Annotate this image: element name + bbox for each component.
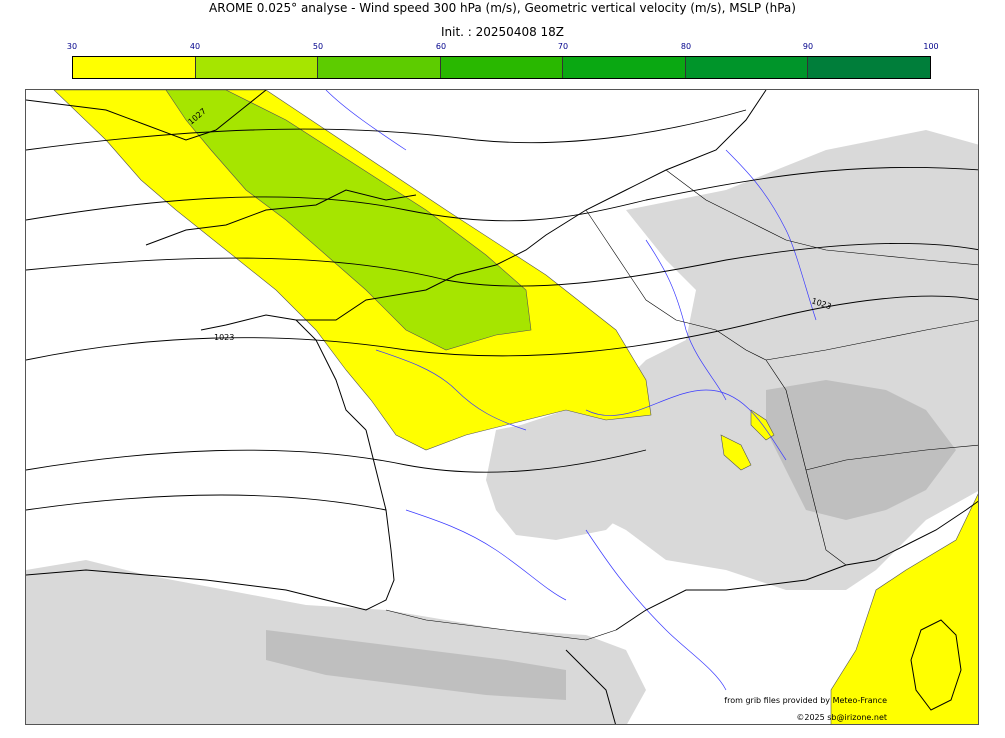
jet-streak-30-40-alps-2 <box>720 434 752 471</box>
vv-area-dark-pyrenees <box>266 630 566 700</box>
coast-uk <box>26 90 267 141</box>
river-line <box>405 509 567 601</box>
colorbar-tick: 70 <box>557 42 569 51</box>
border-line <box>665 169 978 266</box>
isobar-line <box>26 295 978 361</box>
border-line <box>805 444 978 471</box>
colorbar-tick: 50 <box>312 42 324 51</box>
init-time: Init. : 20250408 18Z <box>440 25 565 39</box>
colorbar-tick: 90 <box>802 42 814 51</box>
colorbar-segment <box>563 57 686 78</box>
colorbar-segment <box>73 57 196 78</box>
colorbar-tick: 40 <box>189 42 201 51</box>
isobar-line <box>26 166 978 222</box>
borders <box>385 169 978 641</box>
colorbar-segment <box>440 57 564 78</box>
colorbar <box>72 56 931 79</box>
vertical-velocity-field <box>26 130 978 724</box>
coast-uk-south <box>145 189 417 246</box>
isobar-line <box>26 242 978 287</box>
jet-streak-30-40-south <box>830 493 978 724</box>
coast-brittany <box>200 314 367 431</box>
isobar-line <box>26 109 747 151</box>
vv-area-dark-alps <box>766 380 956 520</box>
coast-channel-france <box>296 90 767 321</box>
border-line <box>585 209 767 361</box>
river-line <box>645 239 727 401</box>
colorbar-tick: 100 <box>923 42 939 51</box>
isobar-line <box>26 494 387 511</box>
river-line <box>375 349 527 431</box>
map-svg: 1027 1023 1023 <box>26 90 978 724</box>
rivers <box>325 90 817 691</box>
map-panel: 1027 1023 1023 <box>25 89 979 725</box>
border-line <box>385 609 617 641</box>
colorbar-tick: 30 <box>66 42 78 51</box>
colorbar-segment <box>808 57 931 78</box>
isobar-label: 1023 <box>214 333 234 342</box>
coastlines <box>26 90 978 724</box>
colorbar-tick: 60 <box>435 42 447 51</box>
credit-source: from grib files provided by Meteo-France <box>724 696 887 705</box>
isobar-line <box>26 449 647 473</box>
river-line <box>585 529 727 691</box>
colorbar-segment <box>195 57 319 78</box>
isobars <box>26 109 978 511</box>
river-line <box>325 90 407 151</box>
credit-copyright: ©2025 sb@irizone.net <box>796 713 887 722</box>
river-line <box>725 149 817 321</box>
coast-mediterranean <box>615 500 978 631</box>
river-line <box>585 389 787 461</box>
chart-title: AROME 0.025° analyse - Wind speed 300 hP… <box>209 1 796 15</box>
vv-area-massif-central <box>486 420 636 540</box>
coast-corsica <box>910 619 962 711</box>
coast-biscay <box>26 429 395 611</box>
colorbar-tick: 80 <box>680 42 692 51</box>
colorbar-segment <box>685 57 809 78</box>
coast-iberia-east <box>565 649 616 724</box>
border-line <box>765 320 978 361</box>
jet-streak-40-50 <box>165 90 532 351</box>
colorbar-segment <box>318 57 441 78</box>
